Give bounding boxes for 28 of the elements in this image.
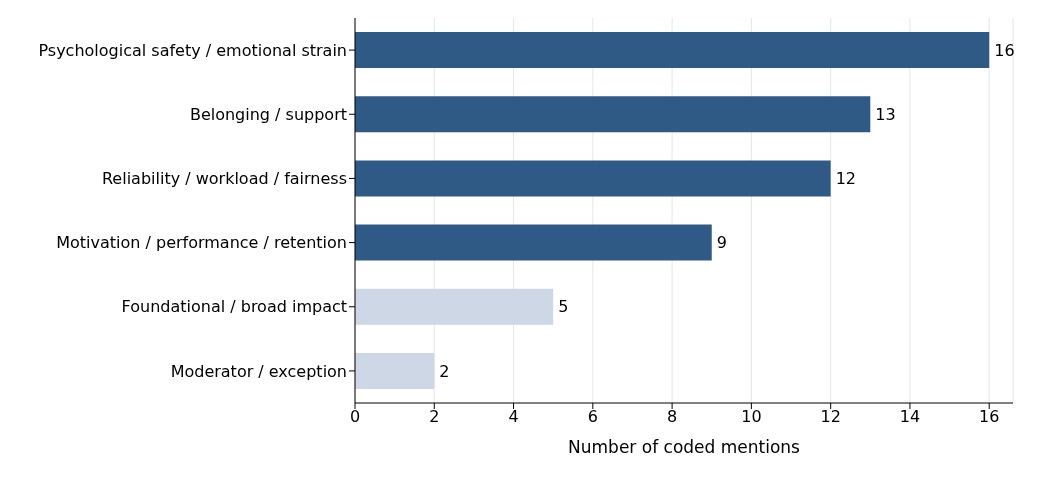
bar	[355, 288, 554, 325]
y-tick-label: Psychological safety / emotional strain	[38, 40, 347, 60]
x-tick-label: 6	[587, 407, 598, 427]
y-tick-label: Foundational / broad impact	[121, 297, 347, 317]
x-tick-label: 12	[820, 407, 841, 427]
y-tick-label: Belonging / support	[189, 104, 347, 124]
y-tick-label: Moderator / exception	[170, 361, 347, 381]
data-label: 9	[716, 233, 727, 253]
x-tick-label: 16	[979, 407, 1000, 427]
bar	[355, 96, 871, 133]
x-axis-title: Number of coded mentions	[568, 437, 801, 457]
y-tick-label: Reliability / workload / fairness	[101, 169, 347, 189]
x-tick-label: 14	[899, 407, 921, 427]
x-tick-label: 10	[741, 407, 762, 427]
bar	[355, 32, 990, 69]
bar	[355, 224, 712, 261]
x-tick-label: 4	[508, 407, 519, 427]
data-label: 13	[875, 104, 896, 124]
data-label: 16	[994, 40, 1015, 60]
data-label: 2	[439, 361, 450, 381]
bar	[355, 352, 435, 389]
x-tick-label: 0	[349, 407, 361, 427]
data-label: 5	[558, 297, 569, 317]
bar	[355, 160, 831, 197]
x-tick-label: 2	[429, 407, 440, 427]
data-label: 12	[835, 169, 857, 189]
x-tick-label: 8	[667, 407, 678, 427]
y-tick-label: Motivation / performance / retention	[56, 233, 347, 253]
